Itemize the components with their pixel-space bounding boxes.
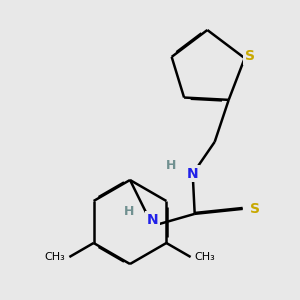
Text: S: S [245,49,255,63]
Text: N: N [147,213,158,227]
Text: H: H [124,206,134,218]
Text: S: S [250,202,260,216]
Text: CH₃: CH₃ [45,252,65,262]
Text: CH₃: CH₃ [195,252,215,262]
Text: N: N [187,167,199,181]
Text: H: H [166,159,176,172]
